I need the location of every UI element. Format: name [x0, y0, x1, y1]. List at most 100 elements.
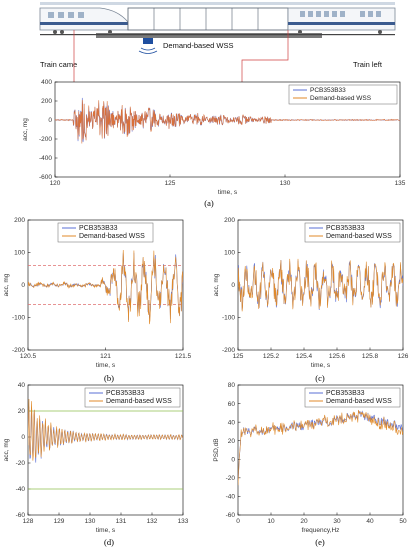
x-tick-label: 10: [267, 518, 275, 525]
x-tick-label: 20: [300, 518, 308, 525]
x-tick-label: 130: [85, 518, 96, 525]
series-line-demand-based-wss: [55, 99, 400, 144]
panel-label-e: (e): [315, 537, 325, 547]
x-tick-label: 0: [236, 518, 240, 525]
y-tick-label: -60: [16, 512, 26, 519]
y-tick-label: 0: [21, 434, 25, 441]
x-tick-label: 121.5: [175, 353, 192, 360]
legend-box: [288, 84, 398, 105]
wireless-signal-icon: [138, 47, 158, 54]
y-tick-label: -100: [222, 315, 235, 322]
y-tick-label: -20: [226, 475, 236, 482]
x-tick-label: 120: [50, 180, 61, 187]
y-tick-label: 60: [228, 401, 236, 408]
overhead-rail: [40, 2, 395, 5]
y-tick-label: -200: [12, 347, 25, 354]
y-tick-label: -100: [12, 315, 25, 322]
sensor-box: [143, 38, 153, 44]
y-tick-label: -200: [222, 347, 235, 354]
chart-panel-c: 125 125.2 125.4 125.6 125.8 126 200 100 0 -100 -20…: [213, 217, 409, 369]
legend-entry: Demand-based WSS: [326, 233, 392, 240]
panel-label-b: (b): [104, 373, 114, 383]
chart-panel-d: 128 129 130 131 132 133 40 20 0 -20 -40 -60 time, s a…: [3, 382, 189, 534]
left-locomotive: [39, 7, 129, 34]
chart-panel-a: 120 125 130 135 400 200 0 -200 -400 -600 time, s ac…: [22, 79, 406, 196]
y-tick-label: -60: [226, 512, 236, 519]
bridge-deck: [96, 33, 322, 38]
x-tick-label: 125: [165, 180, 176, 187]
y-tick-label: 40: [18, 382, 26, 389]
x-axis-label-d: time, s: [96, 527, 116, 534]
series-line-demand-based-wss: [238, 409, 403, 486]
legend-entry: Demand-based WSS: [326, 398, 392, 405]
legend-entry: Demand-based WSS: [310, 95, 372, 102]
track: [40, 34, 395, 36]
x-tick-label: 125.2: [263, 353, 280, 360]
legend-entry: PCB353B33: [326, 225, 365, 232]
x-tick-label: 126: [398, 353, 409, 360]
y-tick-label: -40: [226, 494, 236, 501]
y-axis-label-e: PSD,dB: [213, 438, 220, 461]
y-tick-label: -600: [39, 174, 52, 181]
legend-entry: Demand-based WSS: [106, 398, 172, 405]
sensor-label: Demand-based WSS: [163, 41, 233, 50]
y-tick-label: 200: [224, 217, 235, 224]
x-tick-label: 125.6: [329, 353, 346, 360]
y-tick-label: 80: [228, 382, 236, 389]
x-tick-label: 125.4: [296, 353, 313, 360]
x-tick-label: 130: [280, 180, 291, 187]
x-tick-label: 30: [333, 518, 341, 525]
y-axis-label-c: acc, mg: [213, 273, 220, 296]
x-tick-label: 129: [54, 518, 65, 525]
legend-entry: PCB353B33: [326, 390, 365, 397]
legend-entry: PCB353B33: [106, 390, 145, 397]
series-line-demand-based-wss: [238, 258, 403, 312]
legend-box: [57, 222, 154, 243]
y-tick-label: -20: [16, 460, 26, 467]
x-tick-label: 128: [23, 518, 34, 525]
y-tick-label: 20: [228, 438, 236, 445]
legend-box: [304, 222, 401, 243]
x-tick-label: 132: [147, 518, 158, 525]
x-axis-label-a: time, s: [218, 189, 238, 196]
legend-entry: PCB353B33: [79, 225, 118, 232]
y-tick-label: 0: [231, 282, 235, 289]
x-axis-label-e: frequency,Hz: [302, 527, 340, 534]
y-tick-label: 20: [18, 408, 26, 415]
y-tick-label: 100: [224, 250, 235, 257]
panel-label-c: (c): [315, 373, 325, 383]
x-axis-label-b: time, s: [96, 362, 116, 369]
y-tick-label: 0: [48, 117, 52, 124]
panel-label-a: (a): [204, 198, 214, 208]
series-line-demand-based-wss: [28, 249, 183, 325]
y-axis-label-b: acc, mg: [3, 273, 10, 296]
series-line-demand-based-wss: [28, 399, 183, 461]
train-came-label: Train came: [40, 60, 77, 69]
y-tick-label: 0: [21, 282, 25, 289]
x-tick-label: 131: [116, 518, 127, 525]
legend-entry: PCB353B33: [310, 87, 346, 94]
y-tick-label: 100: [14, 250, 25, 257]
y-tick-label: -40: [16, 486, 26, 493]
y-tick-label: -400: [39, 155, 52, 162]
x-tick-label: 125: [233, 353, 244, 360]
right-locomotive: [287, 7, 396, 34]
y-axis-label-a: acc, mg: [22, 118, 29, 141]
legend-box: [84, 387, 181, 408]
chart-panel-b: 120.5 121 121.5 200 100 0 -100 -200 time, s acc, …: [3, 217, 192, 369]
x-tick-label: 133: [178, 518, 189, 525]
x-axis-label-c: time, s: [311, 362, 331, 369]
legend-entry: Demand-based WSS: [79, 233, 145, 240]
x-tick-label: 135: [395, 180, 406, 187]
y-axis-label-d: acc, mg: [3, 438, 10, 461]
y-tick-label: 400: [41, 79, 52, 86]
x-tick-label: 125.8: [362, 353, 379, 360]
carriages: [127, 7, 289, 31]
y-tick-label: -200: [39, 136, 52, 143]
y-tick-label: 200: [14, 217, 25, 224]
y-tick-label: 0: [231, 456, 235, 463]
y-tick-label: 40: [228, 419, 236, 426]
x-tick-label: 121: [100, 353, 111, 360]
y-tick-label: 200: [41, 98, 52, 105]
